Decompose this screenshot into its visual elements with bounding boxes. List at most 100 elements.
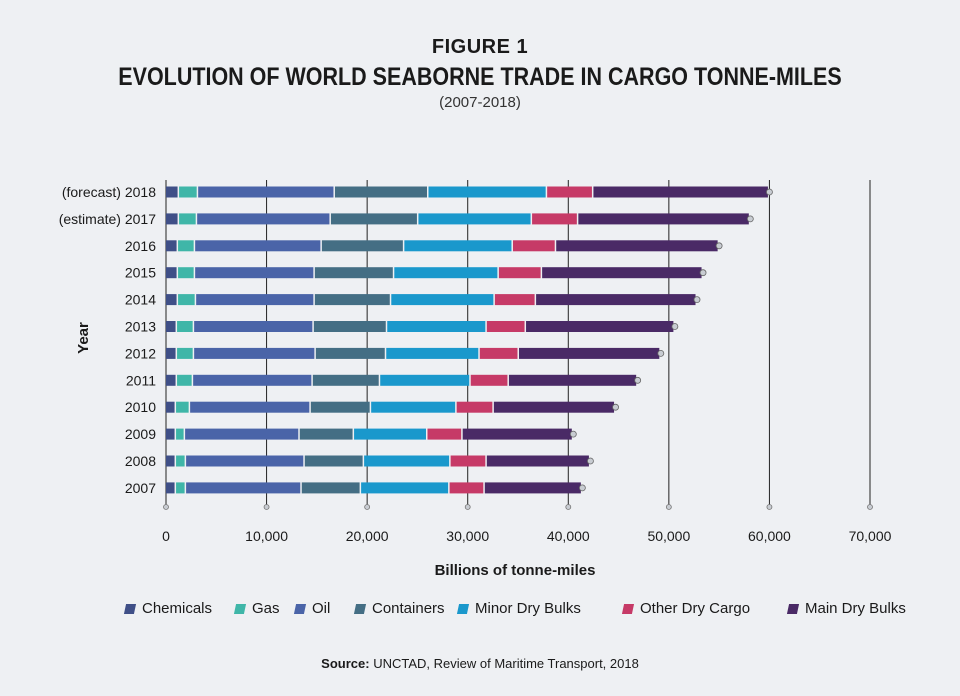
bar-segment — [299, 428, 353, 440]
bar-segment — [547, 186, 592, 198]
bar-segment — [578, 213, 749, 225]
bar-segment — [177, 321, 193, 332]
bar-segment — [484, 482, 581, 494]
legend-swatch — [621, 603, 635, 614]
bar-segment — [394, 267, 498, 279]
bar-segment — [166, 482, 175, 494]
bar-end-marker — [634, 376, 642, 384]
bar-segment — [198, 186, 334, 198]
figure-label: FIGURE 1 — [431, 36, 529, 58]
grid-line-end-marker — [565, 504, 572, 510]
grid-line-end-marker — [766, 504, 773, 510]
bar-segment — [330, 213, 417, 225]
legend-label: Main Dry Bulks — [805, 600, 906, 617]
bar-segment — [498, 267, 541, 279]
bar-end-marker — [587, 457, 594, 465]
bar-end-marker — [612, 403, 619, 411]
y-tick-label: (estimate) 2017 — [59, 211, 156, 227]
bar-segment — [387, 321, 486, 332]
legend-label: Gas — [252, 600, 280, 617]
bar-segment — [450, 455, 486, 467]
bar-end-marker — [715, 242, 723, 250]
bar-segment — [178, 240, 194, 252]
bar-segment — [195, 267, 314, 279]
bar-segment — [197, 213, 330, 225]
legend-label: Containers — [372, 600, 445, 617]
legend-swatch — [786, 603, 800, 614]
bar-segment — [194, 347, 315, 359]
x-tick-label: 30,000 — [446, 528, 489, 544]
bar-segment — [166, 294, 177, 306]
grid-line-end-marker — [263, 504, 270, 510]
bar-segment — [532, 213, 577, 225]
legend-item: Oil — [293, 600, 330, 617]
bar-end-marker — [699, 269, 707, 277]
bar-end-marker — [693, 296, 701, 304]
bar-segment — [179, 186, 197, 198]
bar-segment — [418, 213, 531, 225]
x-tick-label: 0 — [162, 528, 170, 544]
bar-segment — [354, 428, 426, 440]
bar-segment — [479, 347, 518, 359]
bar-segment — [166, 374, 176, 386]
bar-segment — [427, 428, 462, 440]
bar-end-marker — [766, 188, 773, 196]
y-tick-label: 2011 — [126, 372, 156, 388]
bar-segment — [176, 482, 185, 494]
grid-line-end-marker — [464, 504, 471, 510]
bar-segment — [556, 240, 718, 252]
bar-segment — [310, 401, 370, 413]
bar-segment — [177, 374, 192, 386]
y-tick-label: 2014 — [125, 292, 156, 308]
y-tick-label: 2010 — [125, 399, 156, 415]
y-tick-label: 2015 — [125, 265, 156, 281]
bar-segment — [178, 267, 194, 279]
bar-segment — [166, 240, 177, 252]
bar-segment — [304, 455, 363, 467]
chart-subtitle: (2007-2018) — [439, 94, 521, 111]
y-tick-label: 2013 — [125, 319, 156, 335]
chart-title: EVOLUTION OF WORLD SEABORNE TRADE IN CAR… — [118, 63, 842, 91]
legend: Chemicals Gas Oil Containers Minor Dry Bulks… — [120, 600, 920, 624]
legend-swatch — [353, 603, 367, 614]
bar-end-marker — [671, 323, 679, 330]
x-tick-label: 60,000 — [748, 528, 791, 544]
legend-swatch — [293, 603, 307, 614]
bar-segment — [178, 294, 195, 306]
x-tick-label: 40,000 — [547, 528, 590, 544]
bar-segment — [176, 401, 189, 413]
bar-segment — [364, 455, 450, 467]
bar-segment — [508, 374, 637, 386]
legend-label: Other Dry Cargo — [640, 600, 751, 617]
bar-segment — [185, 428, 299, 440]
bar-segment — [176, 455, 185, 467]
y-axis-title: Year — [75, 322, 92, 354]
source-label: Source: — [321, 656, 370, 671]
bar-segment — [313, 321, 386, 332]
bar-segment — [486, 455, 589, 467]
bar-segment — [194, 321, 313, 332]
bar-segment — [166, 186, 178, 198]
bar-segment — [542, 267, 702, 279]
bar-segment — [428, 186, 546, 198]
bar-segment — [179, 213, 196, 225]
x-axis-title: Billions of tonne-miles — [435, 562, 596, 579]
legend-label: Chemicals — [142, 600, 213, 617]
bar-segment — [404, 240, 512, 252]
x-tick-labels: 0 10,000 20,000 30,000 40,000 50,000 60,000 70,… — [162, 528, 892, 544]
legend-item: Minor Dry Bulks — [456, 600, 581, 617]
legend-item: Chemicals — [123, 600, 213, 617]
bar-segment — [321, 240, 403, 252]
grid-lines — [163, 180, 873, 510]
bar-segment — [519, 347, 660, 359]
grid-line-end-marker — [665, 504, 672, 510]
grid-line-end-marker — [364, 504, 371, 510]
y-tick-labels: 2007 2008 2009 2010 2011 2012 2013 2014 2015 2016… — [59, 184, 156, 496]
bar-segment — [166, 213, 178, 225]
bar-segment — [470, 374, 508, 386]
bar-segment — [315, 347, 385, 359]
bar-segment — [166, 401, 175, 413]
bar-segment — [314, 267, 393, 279]
grid-line-end-marker — [867, 504, 873, 510]
